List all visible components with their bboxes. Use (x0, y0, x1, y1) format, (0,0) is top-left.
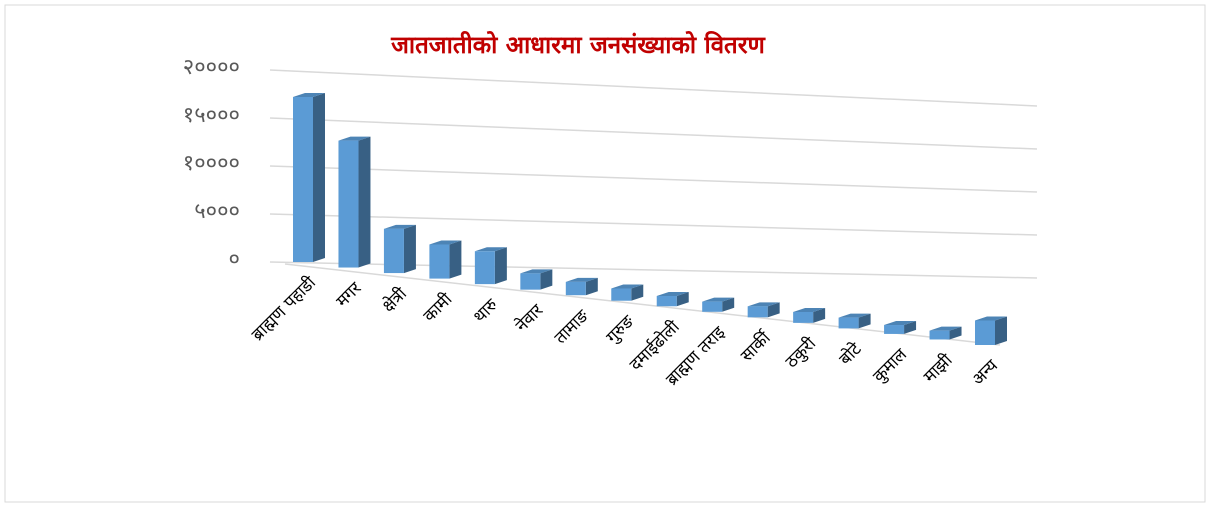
bar-side (313, 93, 325, 262)
grid-line (269, 213, 1038, 236)
bar (520, 273, 541, 290)
bar-top (656, 292, 689, 296)
bar-side (403, 224, 416, 274)
bar-side (722, 297, 735, 312)
bar (383, 228, 404, 274)
bar-top (702, 297, 735, 302)
bar-top (338, 136, 371, 141)
bar (293, 97, 313, 262)
bar (747, 306, 768, 318)
bar-top (429, 240, 462, 245)
bar-top (747, 302, 780, 307)
grid-line (269, 165, 1038, 193)
bar-side (494, 247, 507, 285)
y-tick-label: १५००० (183, 103, 240, 128)
bar (975, 320, 995, 345)
bar-side (540, 269, 553, 290)
bar-top (383, 224, 416, 229)
bar-top (929, 326, 962, 331)
bar-side (767, 302, 780, 318)
bar-side (676, 292, 689, 307)
bar-side (449, 240, 462, 279)
bar (838, 317, 859, 329)
bar-top (611, 284, 644, 289)
bar-side (949, 326, 962, 340)
bar (565, 281, 586, 296)
bar-side (585, 277, 598, 296)
chart-title: जातजातीको आधारमा जनसंख्याको वितरण (390, 31, 766, 59)
bar-side (631, 284, 644, 301)
y-tick-label: २०००० (183, 55, 240, 80)
bar-top (565, 277, 598, 282)
bar-top (793, 307, 826, 312)
bar (929, 330, 950, 340)
bar (793, 311, 814, 323)
floor-line (284, 263, 1001, 346)
bar (338, 140, 359, 268)
y-tick-label: १०००० (183, 151, 240, 176)
bar-side (904, 321, 917, 334)
bar-top (520, 269, 553, 274)
bar-side (358, 136, 371, 268)
bar-side (858, 313, 871, 329)
chart-frame (4, 4, 1206, 503)
bar (429, 244, 450, 279)
bar (702, 301, 723, 312)
bar-side (995, 316, 1007, 345)
bar-side (813, 307, 826, 323)
bar (474, 251, 495, 285)
bar-top (975, 316, 1007, 321)
grid-line (269, 117, 1038, 150)
y-tick-label: ० (229, 247, 240, 272)
bar-top (884, 321, 917, 326)
bar (656, 296, 677, 307)
bar-top (838, 313, 871, 318)
grid-line (269, 69, 1038, 107)
bar (611, 288, 632, 301)
bar-top (293, 93, 325, 97)
y-tick-label: ५००० (194, 199, 240, 224)
bar-top (474, 247, 507, 252)
bar (884, 325, 905, 334)
